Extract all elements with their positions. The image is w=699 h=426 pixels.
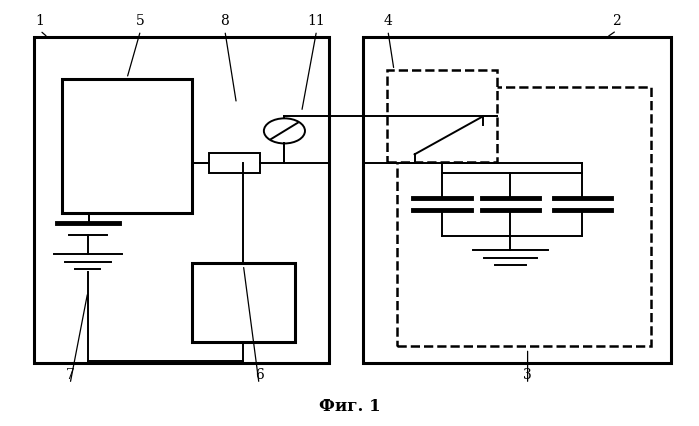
Text: 1: 1	[36, 14, 44, 28]
Text: 8: 8	[220, 14, 229, 28]
Text: 3: 3	[524, 367, 532, 381]
Bar	[387, 71, 497, 163]
Text: 7: 7	[66, 367, 75, 381]
Bar	[34, 37, 329, 363]
Bar	[192, 263, 295, 343]
Bar	[209, 153, 261, 173]
Bar	[398, 88, 651, 347]
Bar	[62, 79, 192, 213]
Text: Фиг. 1: Фиг. 1	[319, 397, 380, 414]
Bar	[363, 37, 672, 363]
Text: 2: 2	[612, 14, 621, 28]
Text: 6: 6	[254, 367, 264, 381]
Text: 5: 5	[136, 14, 145, 28]
Text: 11: 11	[308, 14, 326, 28]
Text: 4: 4	[384, 14, 392, 28]
